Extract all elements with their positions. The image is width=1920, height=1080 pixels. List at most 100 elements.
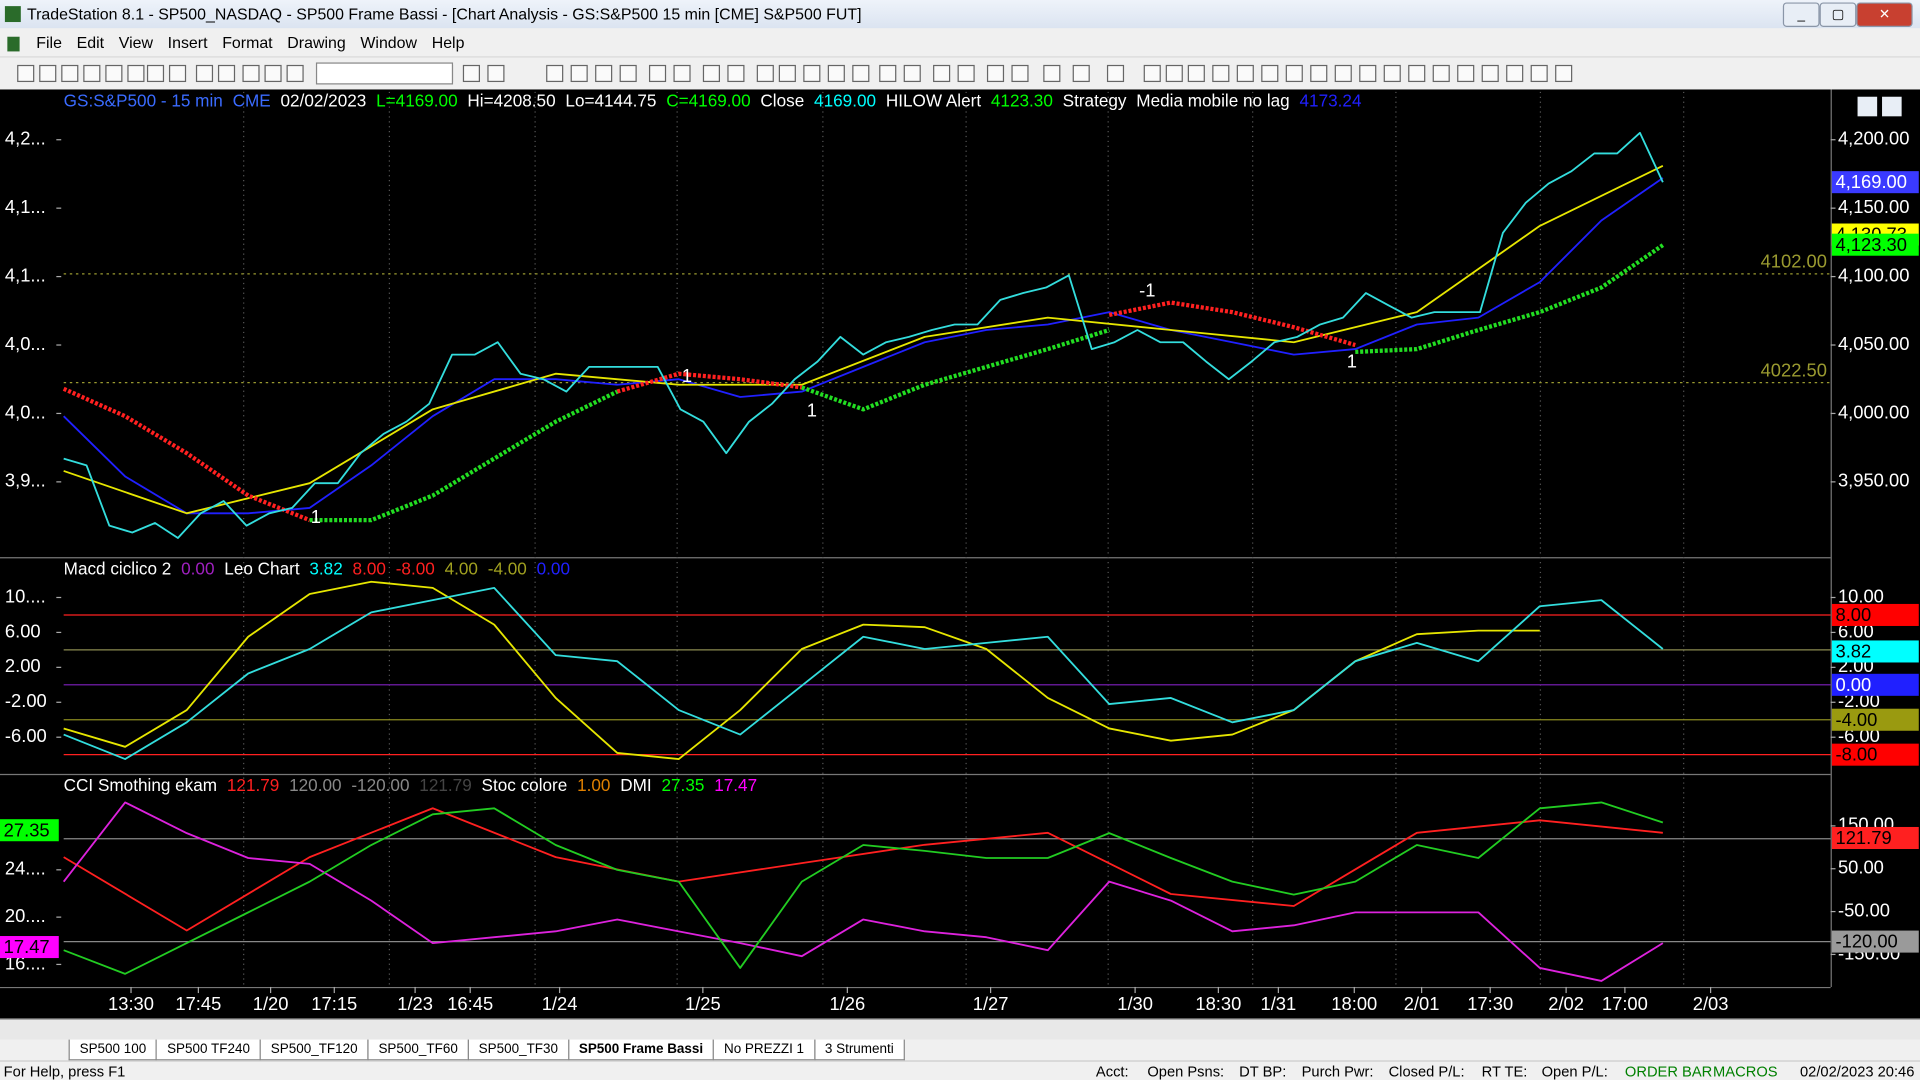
toolbar-button[interactable]: [1212, 64, 1230, 83]
toolbar-button[interactable]: [1457, 64, 1475, 83]
x-tick-label: 1/23: [397, 993, 433, 1014]
y-tick-label: 4,050.00: [1838, 333, 1909, 354]
series-line: [63, 131, 1664, 539]
toolbar-button[interactable]: [570, 64, 588, 83]
toolbar-button[interactable]: [1285, 64, 1303, 83]
price-tag-label: 27.35: [4, 819, 50, 840]
menu-item[interactable]: File: [36, 33, 62, 52]
toolbar-button[interactable]: [127, 64, 145, 83]
toolbar-button[interactable]: [217, 64, 236, 83]
sheet-tab[interactable]: SP500_TF120: [259, 1039, 369, 1061]
toolbar-button[interactable]: [1187, 64, 1205, 83]
menu-item[interactable]: Window: [360, 33, 418, 52]
toolbar-button[interactable]: [1165, 64, 1183, 83]
series-line: [63, 586, 1664, 760]
toolbar-button[interactable]: [1072, 64, 1090, 83]
menu-item[interactable]: Help: [431, 33, 465, 52]
header-text: 4123.30: [990, 90, 1053, 111]
toolbar-button[interactable]: [1236, 64, 1254, 83]
toolbar-button[interactable]: [1555, 64, 1573, 83]
toolbar-button[interactable]: [803, 64, 821, 83]
sheet-tab[interactable]: SP500 100: [68, 1039, 158, 1061]
toolbar-button[interactable]: [986, 64, 1005, 83]
toolbar-button[interactable]: [286, 64, 304, 83]
toolbar-button[interactable]: [105, 64, 123, 83]
toolbar-button[interactable]: [778, 64, 796, 83]
toolbar-button[interactable]: [39, 64, 57, 83]
toolbar-button[interactable]: [1530, 64, 1548, 83]
toolbar-button[interactable]: [168, 64, 187, 83]
toolbar-button[interactable]: [827, 64, 845, 83]
sheet-tab[interactable]: SP500 Frame Bassi: [567, 1039, 715, 1061]
sheet-tab[interactable]: SP500_TF30: [467, 1039, 570, 1061]
sheet-tab[interactable]: No PREZZI 1: [712, 1039, 816, 1061]
sheet-tab[interactable]: SP500 TF240: [156, 1039, 261, 1061]
chart-min-button[interactable]: [1857, 96, 1878, 117]
maximize-button[interactable]: ▢: [1819, 2, 1857, 27]
order-bar[interactable]: ORDER BAR: [1624, 1062, 1713, 1080]
toolbar-button[interactable]: [546, 64, 564, 83]
toolbar-combo[interactable]: [315, 62, 454, 85]
menu-item[interactable]: Drawing: [287, 33, 346, 52]
header-text: 0.00: [536, 558, 570, 578]
toolbar-button[interactable]: [242, 64, 260, 83]
toolbar-button[interactable]: [17, 64, 35, 83]
minimize-button[interactable]: _: [1782, 2, 1820, 27]
toolbar-button[interactable]: [146, 64, 165, 83]
y-tick-label: 4,2...: [5, 128, 46, 149]
toolbar-button[interactable]: [462, 64, 480, 83]
menu-item[interactable]: View: [118, 33, 153, 52]
series-line: [62, 300, 1356, 523]
toolbar-button[interactable]: [195, 64, 214, 83]
toolbar-button[interactable]: [619, 64, 637, 83]
toolbar-button[interactable]: [756, 64, 774, 83]
toolbar-button[interactable]: [727, 64, 745, 83]
toolbar-button[interactable]: [1359, 64, 1377, 83]
toolbar-button[interactable]: [1334, 64, 1352, 83]
indicator-header: CCI Smothing ekam 121.79 120.00 -120.00 121.…: [64, 775, 767, 795]
chart-restore-button[interactable]: [1882, 96, 1902, 117]
toolbar-button[interactable]: [1106, 64, 1125, 83]
toolbar-button[interactable]: [903, 64, 921, 83]
sheet-tab[interactable]: SP500_TF60: [367, 1039, 469, 1061]
header-text: 02/02/2023: [280, 90, 367, 111]
toolbar-button[interactable]: [933, 64, 951, 83]
toolbar-button[interactable]: [1043, 64, 1061, 83]
toolbar-button[interactable]: [879, 64, 897, 83]
y-tick-label: 4,150.00: [1838, 196, 1909, 217]
indicator-header: Macd ciclico 2 0.00 Leo Chart 3.82 8.00 -8.00…: [64, 558, 580, 578]
toolbar-button[interactable]: [1481, 64, 1499, 83]
toolbar-button[interactable]: [1383, 64, 1401, 83]
toolbar-button[interactable]: [648, 64, 667, 83]
header-text: 4169.00: [814, 90, 877, 111]
signal-label: 1: [807, 399, 817, 420]
toolbar-button[interactable]: [852, 64, 870, 83]
toolbar-button[interactable]: [1432, 64, 1450, 83]
x-tick-label: 17:00: [1602, 993, 1648, 1014]
header-text: 121.79: [419, 775, 472, 795]
menu-item[interactable]: Format: [222, 33, 273, 52]
toolbar-button[interactable]: [673, 64, 691, 83]
close-button[interactable]: ✕: [1856, 2, 1913, 27]
macros[interactable]: MACROS: [1713, 1062, 1778, 1080]
scrollbar[interactable]: [0, 1018, 1920, 1040]
toolbar-button[interactable]: [1261, 64, 1279, 83]
toolbar-button[interactable]: [264, 64, 282, 83]
menu-item[interactable]: Edit: [76, 33, 105, 52]
tab-bar: SP500 100 SP500 TF240 SP500_TF120 SP500_TF6…: [0, 1039, 1920, 1061]
toolbar-button[interactable]: [1506, 64, 1524, 83]
toolbar-button[interactable]: [1310, 64, 1328, 83]
toolbar-button[interactable]: [702, 64, 720, 83]
price-tag: [1831, 233, 1919, 256]
y-tick-label: 4,1...: [5, 196, 46, 217]
menu-item[interactable]: Insert: [167, 33, 208, 52]
toolbar-button[interactable]: [1408, 64, 1426, 83]
toolbar-button[interactable]: [1011, 64, 1029, 83]
toolbar-button[interactable]: [61, 64, 79, 83]
toolbar-button[interactable]: [487, 64, 505, 83]
toolbar-button[interactable]: [83, 64, 101, 83]
toolbar-button[interactable]: [957, 64, 975, 83]
sheet-tab[interactable]: 3 Strumenti: [813, 1039, 905, 1061]
toolbar-button[interactable]: [1143, 64, 1161, 83]
toolbar-button[interactable]: [595, 64, 613, 83]
